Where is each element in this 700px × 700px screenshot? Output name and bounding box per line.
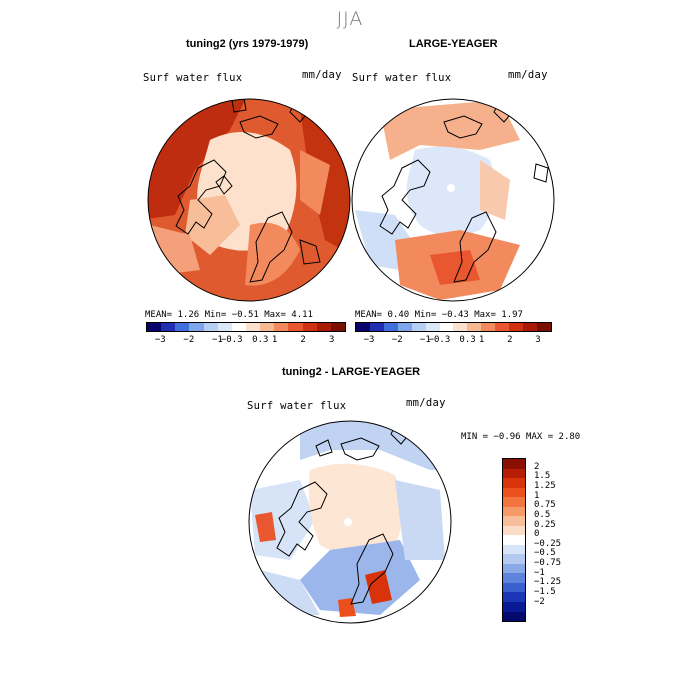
colorbar-swatch — [503, 535, 525, 545]
panel2-stats: MEAN= 0.40 Min= −0.43 Max= 1.97 — [355, 310, 523, 320]
colorbar-swatch — [503, 544, 525, 555]
colorbar-swatch — [369, 323, 384, 331]
colorbar-tick-label: −1 — [419, 335, 431, 345]
panel3-minmax: MIN = −0.96 MAX = 2.80 — [461, 432, 581, 442]
colorbar-swatch — [503, 497, 525, 507]
colorbar-tick-label: 3 — [328, 335, 335, 345]
panel2-title: LARGE-YEAGER — [409, 38, 498, 50]
colorbar-swatch — [397, 323, 412, 331]
colorbar-swatch — [302, 323, 317, 331]
panel3-title: tuning2 - LARGE-YEAGER — [282, 366, 421, 378]
colorbar-tick-label: −3 — [154, 335, 166, 345]
colorbar-swatch — [503, 611, 525, 622]
panel1-colorbar — [146, 322, 346, 332]
colorbar-level-label: 0.5 — [534, 509, 551, 520]
colorbar-swatch — [411, 323, 426, 331]
colorbar-tick-label: 1 — [271, 335, 278, 345]
colorbar-tick-label: −2 — [183, 335, 195, 345]
panel1-variable-label: Surf water flux — [143, 72, 243, 84]
colorbar-swatch — [503, 601, 525, 612]
colorbar-level-label: −0.5 — [534, 548, 556, 559]
panel3-variable-label: Surf water flux — [247, 400, 347, 412]
colorbar-level-label: 0.25 — [534, 519, 556, 530]
colorbar-tick-label: 1 — [478, 335, 485, 345]
season-title: JJA — [336, 8, 364, 30]
colorbar-tick-label: 3 — [535, 335, 541, 345]
colorbar-swatch — [503, 506, 525, 517]
panel1-stats: MEAN= 1.26 Min= −0.51 Max= 4.11 — [145, 310, 313, 320]
panel2-variable-label: Surf water flux — [352, 72, 452, 84]
colorbar-tick-label: 0.3 — [459, 335, 476, 345]
colorbar-tick-label: 2 — [507, 335, 513, 345]
colorbar-level-label: 0.75 — [534, 500, 556, 511]
colorbar-level-label: 1.5 — [534, 471, 551, 482]
colorbar-swatch — [453, 323, 468, 331]
colorbar-swatch — [536, 323, 551, 331]
colorbar-swatch — [439, 323, 454, 331]
colorbar-swatch — [503, 554, 525, 564]
colorbar-swatch — [523, 323, 537, 331]
colorbar-swatch — [509, 323, 524, 331]
colorbar-tick-label: 2 — [300, 335, 306, 345]
colorbar-swatch — [231, 323, 246, 331]
colorbar-swatch — [495, 323, 510, 331]
colorbar-level-label: 2 — [534, 461, 540, 472]
colorbar-swatch — [503, 459, 525, 469]
colorbar-tick-label: −3 — [363, 335, 375, 345]
colorbar-tick-label: −0.3 — [220, 335, 243, 345]
colorbar-swatch — [161, 323, 176, 331]
colorbar-swatch — [503, 592, 525, 602]
colorbar-swatch — [245, 323, 261, 331]
colorbar-swatch — [189, 323, 204, 331]
panel1-title: tuning2 (yrs 1979-1979) — [186, 38, 309, 50]
colorbar-swatch — [503, 468, 525, 479]
colorbar-swatch — [503, 478, 525, 488]
colorbar-level-label: −2 — [534, 596, 545, 607]
colorbar-swatch — [383, 323, 398, 331]
panel3-units-label: mm/day — [406, 397, 446, 409]
panel3-colorbar — [502, 458, 526, 622]
colorbar-swatch — [330, 323, 345, 331]
colorbar-level-label: −0.75 — [534, 558, 562, 569]
colorbar-swatch — [503, 525, 525, 536]
colorbar-level-label: −1.5 — [534, 587, 556, 598]
colorbar-tick-label: −1 — [212, 335, 223, 345]
colorbar-swatch — [260, 323, 275, 331]
colorbar-swatch — [274, 323, 289, 331]
colorbar-level-label: −0.25 — [534, 538, 562, 549]
colorbar-swatch — [503, 487, 525, 498]
colorbar-swatch — [217, 323, 232, 331]
colorbar-swatch — [147, 323, 162, 331]
colorbar-level-label: −1.25 — [534, 577, 562, 588]
colorbar-tick-label: −2 — [391, 335, 403, 345]
colorbar-level-label: 0 — [534, 529, 540, 540]
panel2-colorbar — [355, 322, 552, 332]
panel1-units-label: mm/day — [302, 69, 342, 81]
colorbar-swatch — [356, 323, 370, 331]
colorbar-swatch — [175, 323, 190, 331]
colorbar-swatch — [203, 323, 218, 331]
colorbar-swatch — [425, 323, 440, 331]
colorbar-level-label: 1.25 — [534, 480, 556, 491]
colorbar-swatch — [288, 323, 303, 331]
colorbar-swatch — [467, 323, 482, 331]
colorbar-level-label: 1 — [534, 490, 540, 501]
panel2-units-label: mm/day — [508, 69, 548, 81]
colorbar-swatch — [503, 582, 525, 593]
colorbar-swatch — [503, 573, 525, 583]
colorbar-swatch — [316, 323, 331, 331]
colorbar-swatch — [481, 323, 496, 331]
colorbar-swatch — [503, 563, 525, 574]
colorbar-tick-label: 0.3 — [252, 335, 269, 345]
colorbar-tick-label: −0.3 — [428, 335, 451, 345]
colorbar-swatch — [503, 516, 525, 526]
colorbar-level-label: −1 — [534, 567, 545, 578]
